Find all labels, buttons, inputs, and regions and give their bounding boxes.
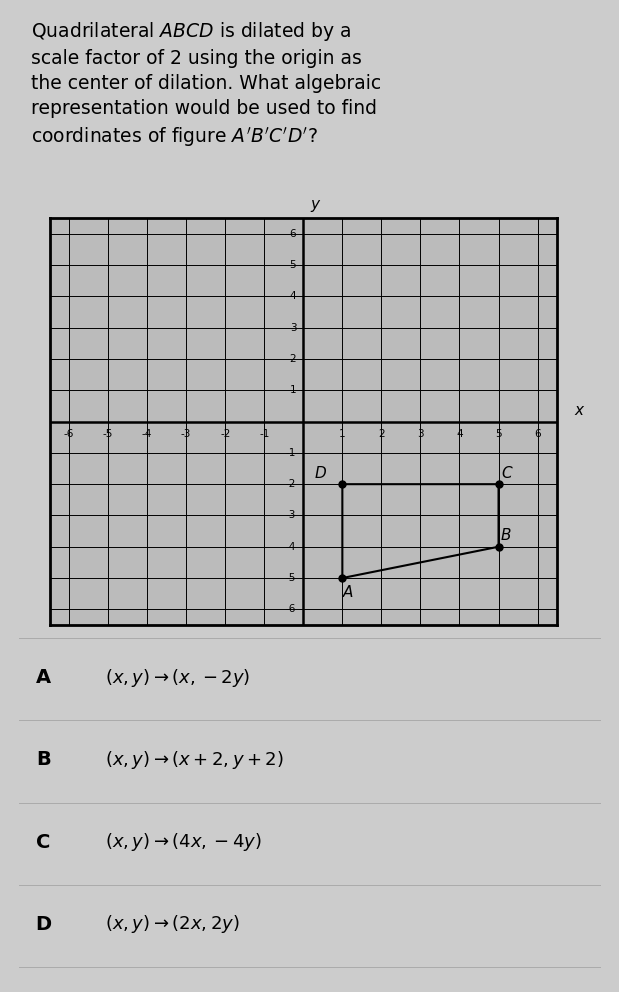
Text: -4: -4 bbox=[142, 430, 152, 439]
Text: -6: -6 bbox=[64, 430, 74, 439]
Text: x: x bbox=[574, 403, 584, 419]
Text: -3: -3 bbox=[181, 430, 191, 439]
Text: C: C bbox=[36, 832, 51, 851]
Text: 1: 1 bbox=[290, 385, 297, 396]
Text: 4: 4 bbox=[290, 292, 297, 302]
Text: -2: -2 bbox=[220, 430, 230, 439]
Text: -4: -4 bbox=[286, 542, 297, 552]
Text: -5: -5 bbox=[286, 573, 297, 583]
Text: B: B bbox=[36, 750, 51, 770]
Text: -1: -1 bbox=[259, 430, 269, 439]
Text: $(x, y) \rightarrow (4x, -4y)$: $(x, y) \rightarrow (4x, -4y)$ bbox=[105, 831, 262, 853]
Text: -3: -3 bbox=[286, 511, 297, 521]
Text: 5: 5 bbox=[290, 260, 297, 270]
Text: C: C bbox=[501, 465, 512, 481]
Text: -5: -5 bbox=[103, 430, 113, 439]
Text: Quadrilateral $\it{ABCD}$ is dilated by a
scale factor of 2 using the origin as
: Quadrilateral $\it{ABCD}$ is dilated by … bbox=[31, 20, 381, 149]
Text: D: D bbox=[315, 465, 327, 481]
Text: $(x, y) \rightarrow (x + 2, y + 2)$: $(x, y) \rightarrow (x + 2, y + 2)$ bbox=[105, 749, 284, 771]
Text: $(x, y) \rightarrow (x, -2y)$: $(x, y) \rightarrow (x, -2y)$ bbox=[105, 667, 251, 688]
Text: $(x, y) \rightarrow (2x, 2y)$: $(x, y) \rightarrow (2x, 2y)$ bbox=[105, 914, 240, 935]
Text: 3: 3 bbox=[290, 322, 297, 332]
Text: -2: -2 bbox=[286, 479, 297, 489]
Text: 1: 1 bbox=[339, 430, 345, 439]
Text: -6: -6 bbox=[286, 604, 297, 614]
Text: -1: -1 bbox=[286, 447, 297, 458]
Text: 2: 2 bbox=[290, 354, 297, 364]
Text: 5: 5 bbox=[495, 430, 502, 439]
Text: D: D bbox=[35, 915, 51, 933]
Text: 4: 4 bbox=[456, 430, 463, 439]
Text: B: B bbox=[501, 529, 511, 544]
Text: y: y bbox=[311, 197, 319, 212]
Text: A: A bbox=[343, 584, 353, 599]
Text: 2: 2 bbox=[378, 430, 385, 439]
Text: A: A bbox=[36, 669, 51, 687]
Text: 6: 6 bbox=[290, 229, 297, 239]
Text: 6: 6 bbox=[534, 430, 541, 439]
Text: 3: 3 bbox=[417, 430, 424, 439]
